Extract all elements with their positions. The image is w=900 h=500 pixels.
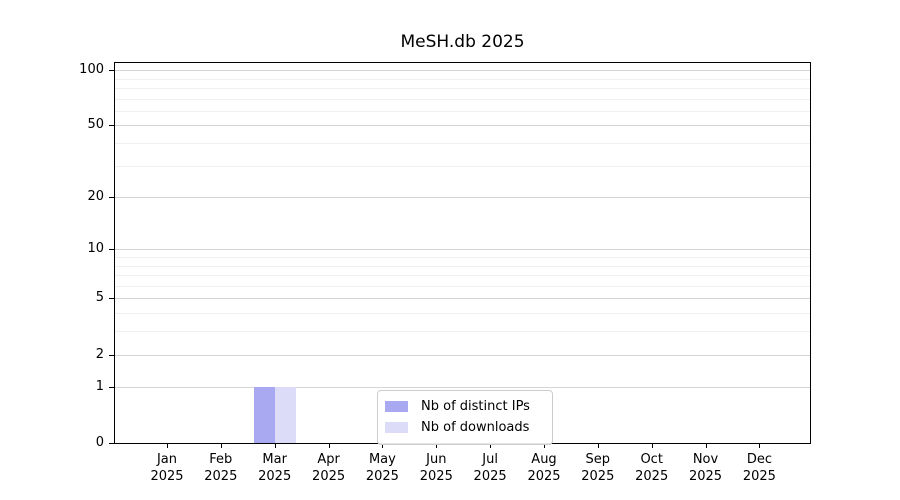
major-gridline (115, 298, 810, 300)
x-tick-label: Apr 2025 (301, 451, 357, 485)
y-tick-label: 100 (79, 62, 104, 78)
x-tick-year: 2025 (527, 469, 561, 484)
x-tick-month: Oct (640, 452, 663, 467)
x-axis-tick (544, 444, 545, 448)
legend-swatch (385, 401, 408, 412)
y-tick-label: 50 (87, 117, 104, 133)
major-gridline (115, 125, 810, 127)
x-axis-tick (167, 444, 168, 448)
y-tick-label: 10 (87, 241, 104, 257)
major-gridline (115, 70, 810, 72)
x-tick-year: 2025 (688, 469, 723, 484)
major-gridline (115, 354, 810, 356)
x-tick-label: Jan 2025 (139, 451, 195, 485)
x-tick-year: 2025 (581, 469, 615, 484)
legend-swatch (385, 422, 408, 433)
major-gridline (115, 197, 810, 199)
y-tick-label: 1 (95, 379, 104, 395)
bar-nb-of-distinct-ips (253, 387, 275, 443)
x-tick-month: Jul (482, 452, 498, 467)
y-axis-tick (109, 443, 114, 445)
x-tick-label: Feb 2025 (193, 451, 249, 485)
x-tick-month: Mar (262, 452, 287, 467)
chart-title: MeSH.db 2025 (400, 32, 525, 52)
x-tick-month: Nov (692, 452, 719, 467)
minor-gridline (115, 257, 810, 259)
legend-item: Nb of downloads (385, 417, 545, 438)
x-axis-tick (274, 444, 276, 448)
y-axis-tick (109, 125, 114, 127)
x-tick-label: Aug 2025 (516, 451, 572, 485)
x-tick-year: 2025 (204, 469, 238, 484)
minor-gridline (115, 78, 810, 80)
minor-gridline (115, 331, 810, 333)
minor-gridline (115, 143, 810, 144)
x-tick-month: Jan (156, 452, 178, 467)
x-axis-tick (759, 444, 761, 448)
minor-gridline (115, 110, 810, 112)
x-tick-month: May (368, 452, 396, 467)
x-tick-label: Nov 2025 (678, 451, 734, 485)
major-gridline (115, 387, 810, 389)
legend-label: Nb of distinct IPs (421, 399, 530, 414)
x-axis-tick (490, 444, 492, 448)
x-tick-year: 2025 (473, 469, 507, 484)
x-tick-year: 2025 (258, 469, 292, 484)
y-axis-tick (109, 70, 114, 72)
x-tick-year: 2025 (742, 469, 776, 484)
y-axis-tick (109, 197, 114, 199)
y-tick-label: 2 (95, 346, 104, 362)
minor-gridline (115, 98, 810, 100)
minor-gridline (115, 313, 810, 315)
x-tick-label: Dec 2025 (731, 451, 787, 485)
plot-area (114, 62, 811, 444)
x-tick-month: Jun (426, 452, 447, 467)
x-tick-label: Oct 2025 (624, 451, 680, 485)
x-axis-tick (328, 444, 330, 448)
y-axis-tick (109, 387, 114, 389)
x-tick-year: 2025 (635, 469, 669, 484)
minor-gridline (115, 285, 810, 287)
minor-gridline (115, 165, 810, 167)
x-tick-year: 2025 (312, 469, 346, 484)
minor-gridline (115, 87, 810, 89)
y-axis-tick (109, 354, 114, 356)
major-gridline (115, 249, 810, 251)
legend-label: Nb of downloads (421, 420, 530, 435)
y-tick-label: 20 (87, 189, 104, 205)
x-tick-label: Jun 2025 (408, 451, 464, 485)
x-tick-label: Sep 2025 (570, 451, 626, 485)
x-tick-month: Feb (209, 452, 233, 467)
y-tick-label: 0 (95, 435, 104, 451)
legend-item: Nb of distinct IPs (385, 396, 545, 417)
y-tick-label: 5 (95, 290, 104, 306)
x-tick-month: Dec (746, 452, 772, 467)
x-axis-tick (220, 444, 222, 448)
y-axis-tick (109, 249, 114, 251)
x-axis-tick (705, 444, 707, 448)
x-axis-tick (382, 444, 384, 448)
x-tick-year: 2025 (419, 469, 453, 484)
x-tick-month: Aug (531, 452, 557, 467)
x-axis-tick (597, 444, 599, 448)
y-axis-tick (109, 298, 114, 300)
minor-gridline (115, 275, 810, 277)
minor-gridline (115, 265, 810, 267)
legend: Nb of distinct IPs Nb of downloads (377, 390, 553, 445)
x-tick-year: 2025 (365, 469, 399, 484)
x-tick-label: Jul 2025 (462, 451, 518, 485)
x-tick-month: Apr (317, 452, 340, 467)
x-tick-year: 2025 (150, 469, 184, 484)
x-tick-label: Mar 2025 (247, 451, 303, 485)
x-axis-tick (436, 444, 438, 448)
x-tick-month: Sep (585, 452, 611, 467)
bar-nb-of-downloads (274, 387, 296, 443)
x-axis-tick (651, 444, 653, 448)
x-tick-label: May 2025 (354, 451, 410, 485)
